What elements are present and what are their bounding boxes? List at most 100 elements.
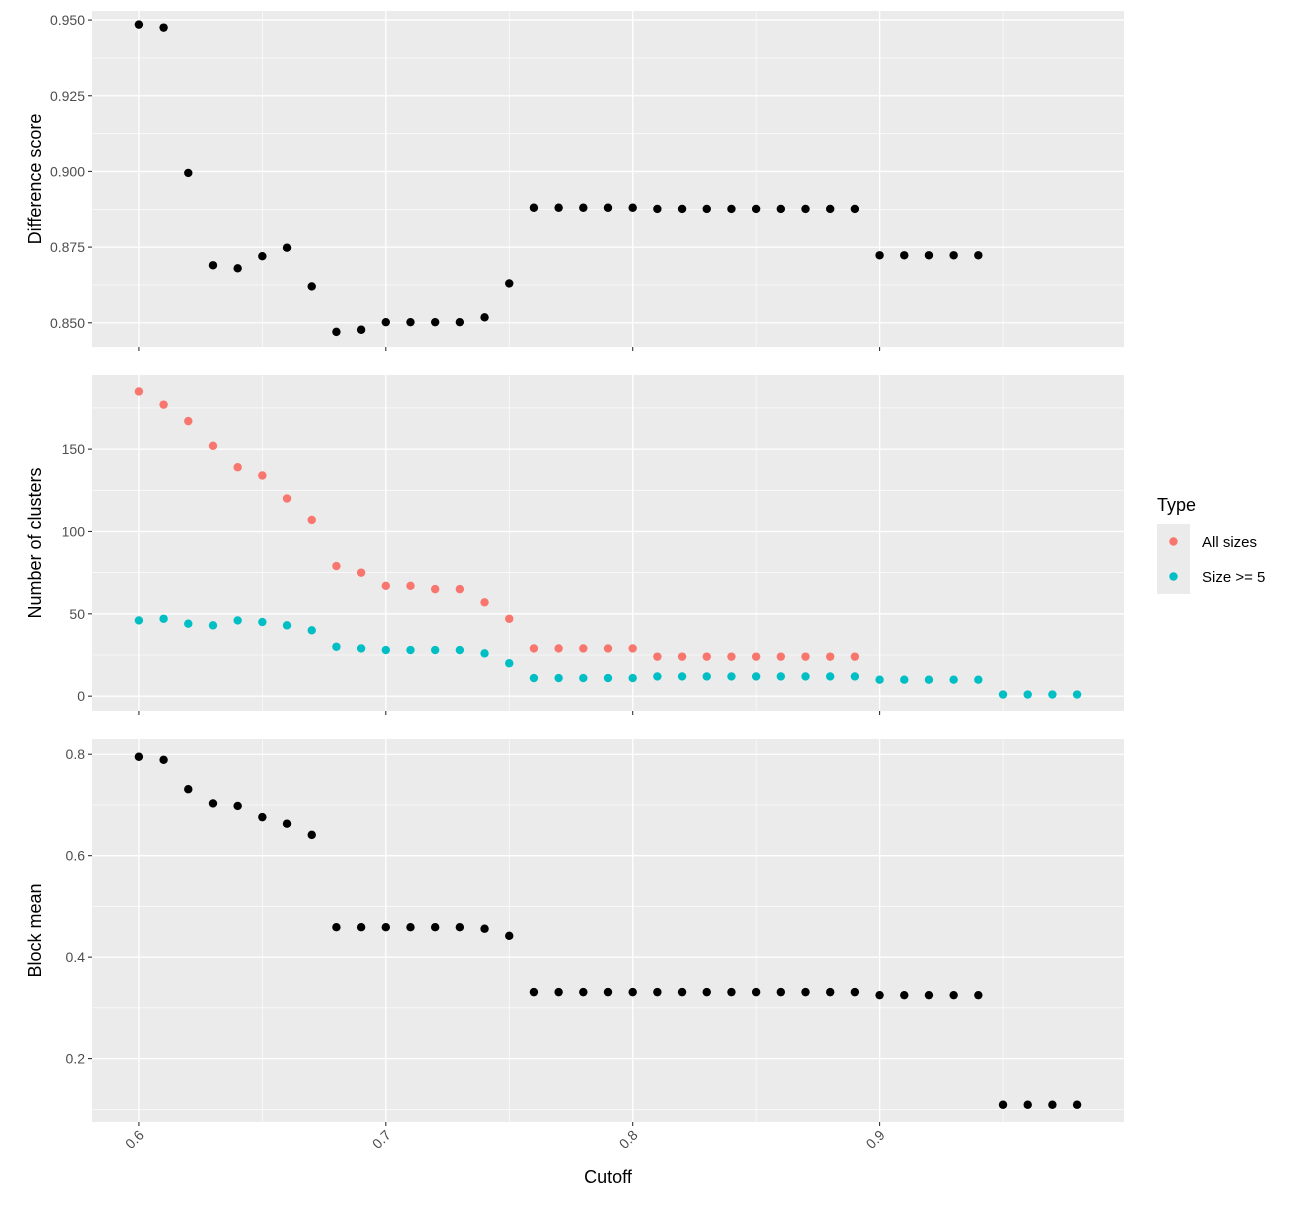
data-point	[307, 626, 316, 635]
data-point	[282, 621, 292, 630]
data-point	[653, 204, 662, 214]
x-tick-label: 0.7	[369, 1127, 394, 1152]
y-tick-label: 0.6	[66, 848, 86, 864]
data-point	[702, 652, 711, 661]
x-tick-label: 0.6	[122, 1127, 147, 1152]
data-point	[406, 923, 415, 932]
data-point	[579, 987, 588, 997]
data-point	[430, 923, 440, 932]
data-point	[332, 642, 341, 651]
data-point	[1048, 690, 1057, 699]
data-point	[307, 830, 316, 840]
data-point	[233, 616, 242, 625]
data-point	[529, 644, 539, 653]
y-axis-title: Number of clusters	[25, 467, 45, 618]
panel-2: 0 50 100 150 Number of clusters	[25, 375, 1124, 715]
data-point	[1023, 690, 1032, 699]
data-point	[998, 690, 1008, 699]
y-tick-label: 0.900	[50, 163, 85, 179]
data-point	[677, 987, 687, 997]
series-1	[134, 752, 1082, 1109]
data-point	[258, 471, 267, 480]
data-point	[653, 987, 662, 997]
y-tick-label: 0.850	[50, 315, 85, 331]
legend-item-label: All sizes	[1202, 534, 1257, 551]
data-point	[554, 987, 563, 997]
data-point	[875, 990, 884, 1000]
data-point	[184, 619, 193, 628]
data-point	[751, 652, 761, 661]
data-point	[603, 673, 613, 683]
data-point	[974, 675, 983, 684]
y-tick-label: 0.925	[50, 88, 85, 104]
data-point	[677, 204, 687, 214]
data-point	[307, 282, 316, 291]
data-point	[776, 652, 786, 661]
data-point	[159, 23, 168, 32]
data-point	[356, 325, 366, 334]
data-point	[406, 581, 415, 591]
data-point	[406, 317, 415, 327]
data-point	[677, 652, 687, 661]
data-point	[949, 675, 958, 684]
series-all-sizes	[134, 387, 860, 661]
data-point	[924, 990, 934, 1000]
legend-item-label: Size >= 5	[1202, 569, 1265, 586]
data-point	[406, 645, 415, 655]
y-tick-label: 100	[62, 523, 86, 539]
data-point	[579, 673, 588, 683]
data-point	[455, 317, 465, 327]
data-point	[826, 204, 835, 214]
data-point	[603, 987, 613, 997]
data-point	[159, 614, 168, 623]
data-point	[776, 987, 786, 997]
data-point	[455, 584, 465, 594]
data-point	[356, 644, 366, 653]
data-point	[974, 990, 983, 1000]
data-point	[751, 204, 761, 214]
data-point	[356, 568, 366, 577]
data-point	[332, 327, 341, 337]
data-point	[702, 204, 711, 214]
y-axis-title: Block mean	[25, 883, 45, 977]
data-point	[554, 673, 563, 683]
data-point	[653, 652, 662, 661]
legend-key-swatch	[1169, 537, 1178, 546]
data-point	[949, 251, 958, 260]
data-point	[332, 561, 341, 571]
data-point	[801, 652, 810, 661]
data-point	[702, 987, 711, 997]
data-point	[801, 987, 810, 997]
data-point	[282, 494, 292, 503]
y-axis-title: Difference score	[25, 114, 45, 245]
data-point	[233, 463, 242, 472]
data-point	[850, 987, 860, 997]
x-axis-title: Cutoff	[584, 1167, 633, 1187]
data-point	[529, 987, 539, 997]
data-point	[628, 644, 637, 653]
data-point	[430, 584, 440, 594]
data-point	[628, 987, 637, 997]
y-tick-label: 0.2	[66, 1051, 86, 1067]
data-point	[529, 673, 539, 683]
data-point	[505, 659, 514, 668]
panel-3: 0.2 0.4 0.6 0.8 Block mean	[25, 739, 1124, 1126]
data-point	[1023, 1100, 1032, 1109]
data-point	[480, 649, 489, 658]
data-point	[579, 203, 588, 212]
y-tick-label: 0.875	[50, 239, 85, 255]
data-point	[850, 652, 860, 661]
data-point	[208, 441, 218, 451]
panel-background	[92, 11, 1124, 347]
data-point	[727, 987, 736, 997]
data-point	[430, 317, 440, 327]
data-point	[579, 644, 588, 653]
x-tick-label: 0.9	[863, 1127, 888, 1152]
data-point	[430, 645, 440, 655]
data-point	[998, 1100, 1008, 1109]
data-point	[381, 645, 390, 655]
data-point	[677, 672, 687, 681]
data-point	[529, 203, 539, 212]
data-point	[554, 644, 563, 653]
series-size-5	[134, 614, 1082, 699]
